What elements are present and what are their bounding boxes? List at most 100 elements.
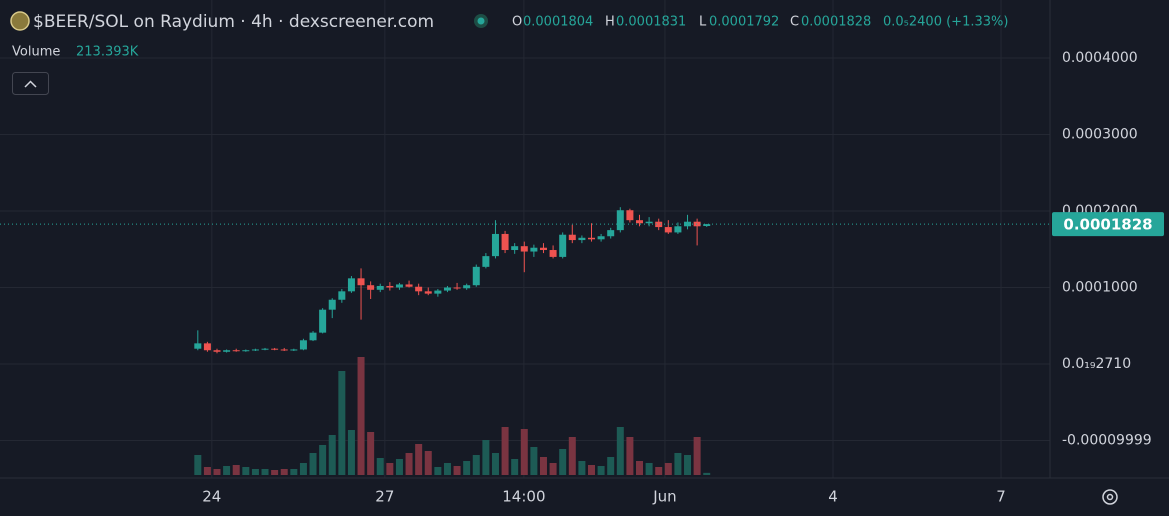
volume-bar (549, 463, 557, 475)
candle-body (559, 234, 567, 257)
volume-bar (453, 466, 461, 475)
collapse-icon (24, 80, 37, 88)
volume-bar (626, 437, 634, 475)
candle-body (626, 210, 634, 221)
x-tick-label: 14:00 (502, 488, 545, 506)
candle-body (280, 349, 288, 351)
axes: 0.00040000.00030000.00020000.00010000.0₁… (0, 50, 1164, 506)
candle-body (539, 247, 547, 251)
candle-body (194, 343, 202, 349)
open-value: 0.0001804 (523, 15, 593, 30)
candle-body (443, 287, 451, 291)
collapse-button[interactable] (12, 72, 49, 95)
candle-body (415, 286, 423, 292)
volume-bar (693, 437, 701, 475)
candle-body (328, 299, 336, 310)
candle-body (357, 278, 365, 286)
volume-bar (251, 469, 259, 475)
volume-bar (472, 455, 480, 475)
candle-body (645, 221, 653, 224)
candle-body (203, 343, 211, 351)
y-tick-label: 0.0001000 (1062, 280, 1138, 296)
volume-bar (578, 461, 586, 475)
y-tick-label: -0.00009999 (1062, 433, 1152, 449)
last-price-tag (1052, 212, 1164, 237)
high-label: H (605, 15, 615, 30)
volume-bar (395, 459, 403, 475)
volume-bar (616, 427, 624, 475)
settings-icon (1106, 493, 1114, 501)
volume-bar (338, 371, 346, 475)
candle-body (501, 233, 509, 251)
candle-body (616, 210, 624, 231)
volume-bar (520, 429, 528, 475)
candle-body (482, 256, 490, 267)
candle-body (213, 350, 221, 352)
volume-bar (347, 430, 355, 475)
y-tick-label: 0.0004000 (1062, 50, 1138, 66)
low-value: 0.0001792 (709, 15, 779, 30)
candle-body (703, 224, 711, 226)
candle-body (309, 332, 317, 341)
volume-bar (405, 453, 413, 475)
candle-body (424, 291, 432, 294)
volume-bar (232, 465, 240, 475)
candle-body (568, 234, 576, 241)
volume-bar (703, 472, 711, 475)
candle-body (299, 340, 307, 350)
volume-bar (463, 461, 471, 475)
volume-bar (415, 444, 423, 475)
candle-body (530, 247, 538, 252)
open-label: O (512, 15, 522, 30)
change-value: 0.0₅2400 (+1.33%) (883, 15, 1008, 30)
volume-value: 213.393K (76, 45, 139, 60)
volume-bar (299, 463, 307, 475)
volume-bar (491, 453, 499, 475)
volume-bar (367, 432, 375, 475)
candle-body (290, 349, 298, 351)
x-tick-label: 24 (202, 488, 221, 506)
candle-body (242, 350, 250, 352)
volume-bar (664, 463, 672, 475)
x-tick-label: 7 (996, 488, 1006, 506)
candle-body (223, 350, 231, 352)
volume-bar (645, 463, 653, 475)
x-tick-label: 4 (828, 488, 838, 506)
candle-body (491, 233, 499, 257)
candle-body (587, 237, 595, 240)
chart-title: $BEER/SOL on Raydium · 4h · dexscreener.… (33, 12, 434, 32)
x-tick-label: 27 (375, 488, 394, 506)
candle-body (271, 348, 279, 350)
candle-body (434, 290, 442, 294)
volume-bar (424, 451, 432, 475)
volume-bar (280, 469, 288, 475)
x-tick-label: Jun (652, 488, 676, 506)
candle-body (684, 221, 692, 227)
status-dot (477, 17, 485, 25)
volume-bar (530, 447, 538, 475)
candle-body (463, 285, 471, 289)
volume-bar (194, 455, 202, 475)
candle-body (347, 278, 355, 292)
candle-body (674, 226, 682, 233)
candle-body (395, 284, 403, 288)
volume-label: Volume (12, 45, 60, 60)
volume-bar (223, 466, 231, 475)
candle-body (386, 285, 394, 288)
volume-bar (309, 453, 317, 475)
volume-bar (587, 465, 595, 475)
candle-body (655, 221, 663, 228)
candle-body (453, 287, 461, 289)
volume-bar (674, 453, 682, 475)
candle-body (251, 349, 259, 351)
settings-button[interactable] (1102, 489, 1118, 505)
volume-bar (290, 469, 298, 475)
volume-bar (319, 445, 327, 475)
volume-bar (242, 467, 250, 475)
candle-body (607, 230, 615, 237)
volume-pane (194, 357, 711, 475)
volume-bar (357, 357, 365, 475)
volume-bar (482, 440, 490, 475)
volume-bar (261, 469, 269, 475)
